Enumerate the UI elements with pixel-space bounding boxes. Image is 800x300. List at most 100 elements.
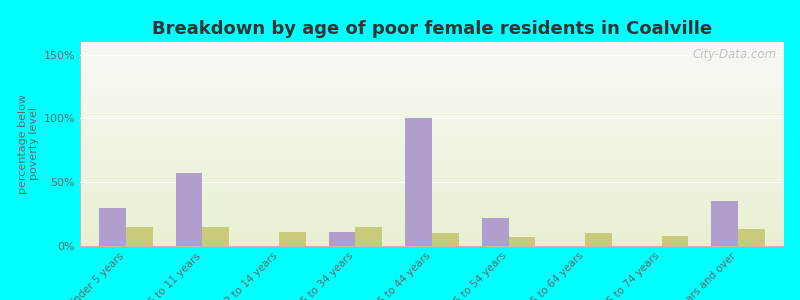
Bar xyxy=(80,191,784,192)
Bar xyxy=(80,224,784,225)
Bar xyxy=(80,184,784,185)
Bar xyxy=(80,77,784,78)
Bar xyxy=(80,151,784,152)
Bar xyxy=(80,124,784,126)
Bar xyxy=(80,245,784,246)
Bar xyxy=(80,57,784,58)
Bar xyxy=(80,143,784,144)
Bar xyxy=(80,58,784,59)
Bar xyxy=(80,139,784,140)
Bar xyxy=(80,221,784,223)
Bar xyxy=(80,213,784,214)
Bar xyxy=(329,232,355,246)
Bar xyxy=(80,90,784,91)
Bar xyxy=(80,186,784,187)
Bar xyxy=(80,127,784,128)
Bar xyxy=(80,201,784,202)
Bar xyxy=(80,51,784,52)
Bar xyxy=(80,170,784,172)
Bar xyxy=(80,214,784,215)
Bar xyxy=(80,49,784,50)
Bar xyxy=(80,209,784,210)
Bar xyxy=(80,126,784,127)
Bar xyxy=(80,147,784,148)
Bar xyxy=(80,162,784,164)
Bar xyxy=(80,228,784,229)
Bar xyxy=(80,199,784,200)
Bar xyxy=(80,160,784,161)
Bar xyxy=(80,80,784,81)
Text: City-Data.com: City-Data.com xyxy=(693,48,777,61)
Bar xyxy=(80,70,784,72)
Bar xyxy=(80,53,784,54)
Bar xyxy=(80,207,784,208)
Bar xyxy=(80,176,784,177)
Bar xyxy=(80,238,784,239)
Bar xyxy=(80,60,784,62)
Bar xyxy=(80,50,784,51)
Bar xyxy=(80,45,784,46)
Bar xyxy=(80,81,784,82)
Bar xyxy=(80,229,784,230)
Bar xyxy=(80,103,784,104)
Bar xyxy=(80,202,784,203)
Bar xyxy=(80,174,784,175)
Bar xyxy=(406,118,432,246)
Bar xyxy=(80,84,784,85)
Bar xyxy=(80,134,784,135)
Bar xyxy=(80,175,784,176)
Bar xyxy=(80,208,784,209)
Bar xyxy=(80,109,784,110)
Bar xyxy=(80,178,784,179)
Bar xyxy=(80,180,784,181)
Bar xyxy=(80,181,784,182)
Bar xyxy=(80,118,784,119)
Bar xyxy=(80,131,784,132)
Bar xyxy=(80,85,784,86)
Bar xyxy=(80,226,784,228)
Bar xyxy=(80,73,784,74)
Bar xyxy=(80,223,784,224)
Bar xyxy=(80,132,784,133)
Bar xyxy=(80,159,784,160)
Bar xyxy=(80,68,784,70)
Bar xyxy=(80,154,784,155)
Bar xyxy=(80,169,784,170)
Bar xyxy=(80,44,784,45)
Bar xyxy=(80,242,784,243)
Bar xyxy=(80,138,784,139)
Bar xyxy=(509,237,535,246)
Bar xyxy=(432,233,458,246)
Bar xyxy=(80,218,784,220)
Bar xyxy=(80,106,784,107)
Bar xyxy=(80,93,784,94)
Bar xyxy=(80,148,784,149)
Bar xyxy=(80,152,784,153)
Bar xyxy=(80,107,784,108)
Bar xyxy=(80,100,784,101)
Bar xyxy=(80,145,784,146)
Bar xyxy=(80,64,784,65)
Bar xyxy=(80,192,784,193)
Title: Breakdown by age of poor female residents in Coalville: Breakdown by age of poor female resident… xyxy=(152,20,712,38)
Bar xyxy=(80,198,784,199)
Bar xyxy=(80,216,784,217)
Bar xyxy=(176,173,202,246)
Bar xyxy=(80,46,784,47)
Bar xyxy=(80,89,784,90)
Bar xyxy=(80,83,784,84)
Bar xyxy=(80,164,784,165)
Bar xyxy=(80,142,784,143)
Bar xyxy=(80,144,784,145)
Bar xyxy=(80,157,784,158)
Bar xyxy=(80,189,784,190)
Bar xyxy=(80,188,784,189)
Bar xyxy=(80,153,784,154)
Bar xyxy=(80,119,784,121)
Bar xyxy=(80,210,784,211)
Bar xyxy=(80,155,784,156)
Bar xyxy=(80,98,784,99)
Bar xyxy=(80,104,784,105)
Bar xyxy=(80,140,784,141)
Bar xyxy=(80,75,784,76)
